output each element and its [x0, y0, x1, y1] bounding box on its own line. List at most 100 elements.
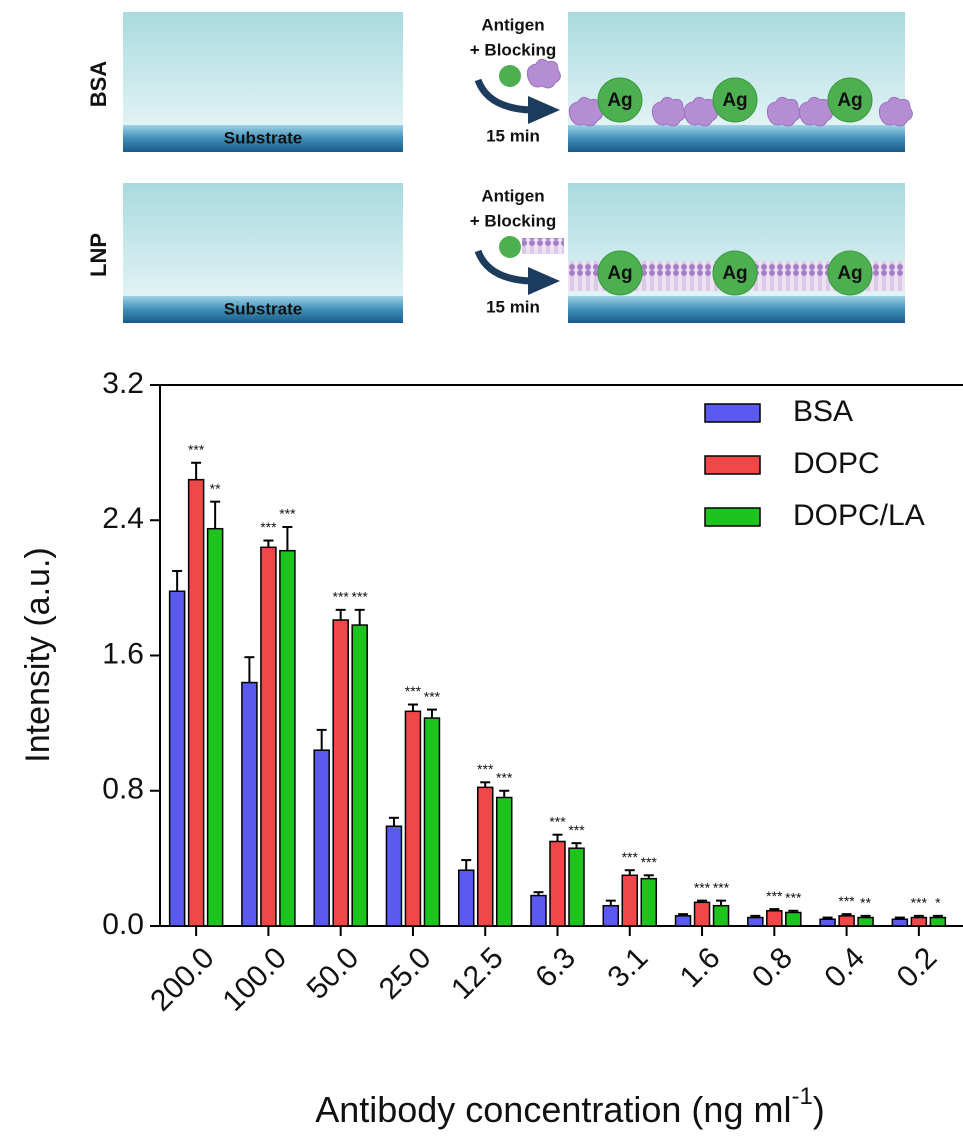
bar — [476, 786, 494, 927]
substrate — [123, 296, 403, 323]
y-tick-label: 2.4 — [102, 502, 144, 535]
x-tick-label: 0.8 — [746, 941, 799, 994]
bar — [313, 749, 330, 927]
x-tick-label: 1.6 — [674, 941, 727, 994]
significance: *** — [405, 683, 422, 699]
significance: *** — [333, 589, 350, 605]
antigen-label: Ag — [837, 90, 862, 111]
bar — [838, 915, 855, 927]
antigen-label: Ag — [607, 90, 632, 111]
significance: *** — [188, 441, 205, 457]
bar — [621, 874, 639, 927]
arrow-head — [528, 96, 560, 124]
step-label: + Blocking — [470, 40, 556, 59]
significance: ** — [860, 895, 871, 911]
bar — [385, 825, 403, 927]
x-axis-title-sup: -1 — [791, 1083, 812, 1110]
bar — [568, 847, 585, 927]
step-label: Antigen — [481, 15, 544, 34]
bar — [404, 710, 422, 927]
significance: *** — [260, 519, 277, 535]
bar — [530, 894, 547, 927]
bar — [693, 901, 711, 927]
y-tick-label: 1.6 — [102, 637, 144, 670]
significance: *** — [496, 769, 513, 785]
antigen — [597, 77, 643, 123]
bar — [819, 918, 836, 927]
significance: *** — [713, 879, 730, 895]
legend-label: DOPC — [793, 447, 880, 480]
x-tick-label: 0.2 — [891, 941, 944, 994]
antigen — [712, 250, 758, 296]
bar — [187, 478, 205, 927]
significance: *** — [568, 822, 585, 838]
blocking-protein — [766, 96, 801, 127]
y-tick-label: 0.8 — [102, 773, 144, 806]
significance: *** — [641, 854, 658, 870]
y-tick-label: 0.0 — [102, 908, 144, 941]
antigen-label: Ag — [607, 263, 632, 284]
bar — [674, 915, 692, 927]
time-label: 15 min — [486, 297, 540, 316]
bar — [910, 916, 928, 927]
arrow — [474, 78, 531, 114]
x-tick-label: 100.0 — [217, 941, 293, 1017]
antigen — [499, 65, 521, 87]
substrate — [568, 125, 905, 152]
x-tick-label: 25.0 — [373, 941, 438, 1006]
x-tick-label: 200.0 — [144, 941, 220, 1017]
bar — [351, 624, 368, 927]
bar — [260, 546, 277, 927]
bar — [549, 840, 566, 927]
legend-label: DOPC/LA — [793, 499, 925, 532]
substrate-label: Substrate — [224, 128, 302, 147]
bar — [712, 904, 730, 927]
x-tick-label: 3.1 — [601, 941, 654, 994]
lipid-stub — [522, 238, 564, 254]
significance: *** — [785, 889, 802, 905]
row-label: LNP — [86, 233, 111, 277]
arrow — [474, 249, 531, 285]
legend-swatch — [704, 403, 761, 423]
y-tick-label: 3.2 — [102, 367, 144, 400]
significance: *** — [694, 879, 711, 895]
arrow-head — [528, 267, 560, 295]
x-tick-label: 0.4 — [818, 941, 871, 994]
legend-label: BSA — [793, 395, 853, 428]
significance: *** — [911, 895, 928, 911]
y-axis-title: Intensity (a.u.) — [19, 547, 57, 762]
substrate-label: Substrate — [224, 299, 302, 318]
antigen-label: Ag — [722, 90, 747, 111]
significance: *** — [424, 688, 441, 704]
bar — [857, 916, 874, 927]
significance: *** — [622, 849, 639, 865]
step-label: + Blocking — [470, 211, 556, 230]
antigen — [499, 236, 521, 258]
bar — [766, 910, 783, 927]
x-tick-label: 6.3 — [529, 941, 582, 994]
x-axis-title-suffix: ) — [813, 1089, 825, 1130]
bar — [891, 918, 909, 927]
substrate — [568, 296, 905, 323]
antigen — [597, 250, 643, 296]
significance: *** — [477, 761, 494, 777]
antigen — [827, 250, 873, 296]
x-axis-title: Antibody concentration (ng ml-1) — [315, 1083, 825, 1129]
blocking-protein — [526, 58, 561, 89]
bar — [423, 717, 441, 927]
antigen — [827, 77, 873, 123]
blocking-protein — [651, 96, 686, 127]
time-label: 15 min — [486, 126, 540, 145]
significance: *** — [279, 506, 296, 522]
bar — [929, 916, 947, 927]
significance: *** — [549, 813, 566, 829]
bar — [495, 796, 513, 927]
bar — [241, 681, 258, 927]
bar — [602, 904, 620, 927]
x-tick-label: 50.0 — [301, 941, 366, 1006]
x-axis-title-text: Antibody concentration (ng ml — [315, 1089, 791, 1130]
bar — [640, 877, 658, 927]
bar — [457, 869, 475, 927]
significance: *** — [352, 589, 369, 605]
bar — [279, 549, 296, 927]
